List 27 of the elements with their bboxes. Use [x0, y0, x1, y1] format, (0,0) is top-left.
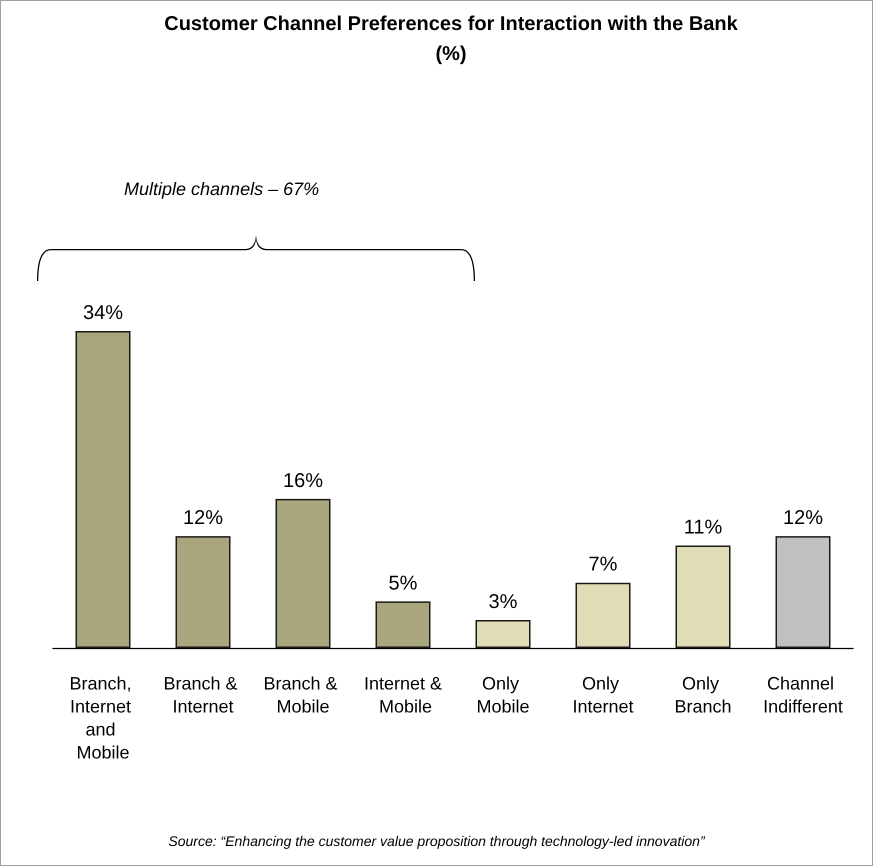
- x-tick-label: Only Internet: [572, 674, 634, 716]
- bar: [576, 582, 630, 648]
- bar: [276, 498, 330, 648]
- x-tick-label: Branch, Internet and Mobile: [69, 674, 137, 762]
- bar: [776, 536, 830, 648]
- bar: [676, 545, 730, 648]
- data-label: 16%: [282, 470, 324, 492]
- bar: [476, 620, 530, 648]
- x-tick-label: Internet & Mobile: [364, 674, 442, 716]
- data-label: 11%: [684, 516, 722, 538]
- bar: [176, 536, 230, 648]
- source-note: Source: “Enhancing the customer value proposition through technology-led innovation”: [167, 833, 706, 849]
- data-label: 12%: [182, 507, 224, 530]
- text: Multiple channels – 67%: [124, 179, 320, 200]
- bar: [376, 601, 430, 648]
- x-tick-label: Only Mobile: [476, 674, 530, 716]
- bar: [76, 331, 130, 648]
- data-label: 34%: [82, 302, 124, 324]
- x-tick-label: Only Branch: [674, 674, 732, 716]
- chart-title: Customer Channel Preferences for Interaction with the Bank (%): [163, 12, 739, 67]
- x-tick-label: Branch & Mobile: [263, 674, 343, 716]
- x-tick-label: Branch & Internet: [163, 674, 243, 716]
- data-label: 5%: [388, 572, 418, 594]
- data-label: 7%: [588, 554, 618, 576]
- data-label: 12%: [782, 507, 824, 530]
- x-tick-label: Channel Indifferent: [763, 674, 843, 716]
- data-label: 3%: [488, 591, 518, 614]
